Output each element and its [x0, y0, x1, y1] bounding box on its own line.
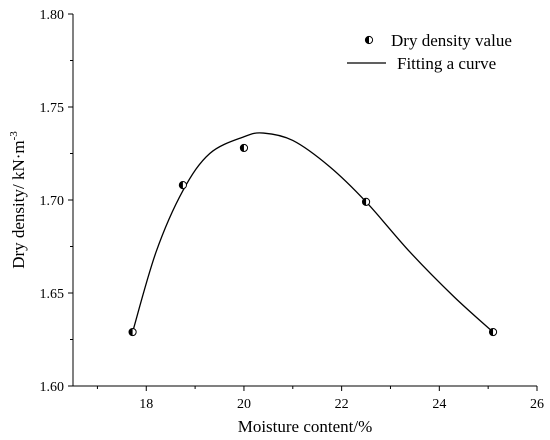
x-tick-label: 18	[139, 397, 153, 412]
y-tick-label: 1.70	[40, 194, 65, 209]
legend: Dry density value Fitting a curve	[347, 31, 512, 73]
data-points	[128, 143, 498, 337]
y-axis-title: Dry density/ kN·m-3	[8, 131, 28, 269]
legend-label-dry-density: Dry density value	[391, 31, 512, 50]
x-tick-label: 24	[432, 397, 446, 412]
legend-label-fitting-curve: Fitting a curve	[397, 54, 496, 73]
y-tick-label: 1.65	[40, 287, 65, 302]
y-tick-label: 1.75	[40, 101, 65, 116]
data-point	[361, 197, 371, 206]
x-axis-title: Moisture content/%	[238, 417, 373, 436]
y-tick-label: 1.80	[40, 8, 65, 23]
y-axis-title-text: Dry density/ kN·m	[9, 140, 28, 268]
data-point	[488, 327, 498, 337]
y-axis-title-exponent: -3	[8, 131, 20, 141]
data-point	[239, 143, 249, 153]
fitting-curve-line	[131, 132, 494, 333]
legend-marker-scatter	[364, 35, 374, 45]
y-tick-label: 1.60	[40, 380, 65, 395]
x-ticks: 18 20 22 24 26	[96, 386, 544, 412]
x-tick-label: 26	[530, 397, 544, 412]
plot-area	[128, 132, 498, 337]
x-tick-label: 20	[237, 397, 251, 412]
x-tick-label: 22	[335, 397, 349, 412]
y-ticks: 1.60 1.65 1.70 1.75 1.80	[40, 8, 73, 395]
data-point	[128, 327, 137, 337]
data-point	[178, 181, 187, 190]
